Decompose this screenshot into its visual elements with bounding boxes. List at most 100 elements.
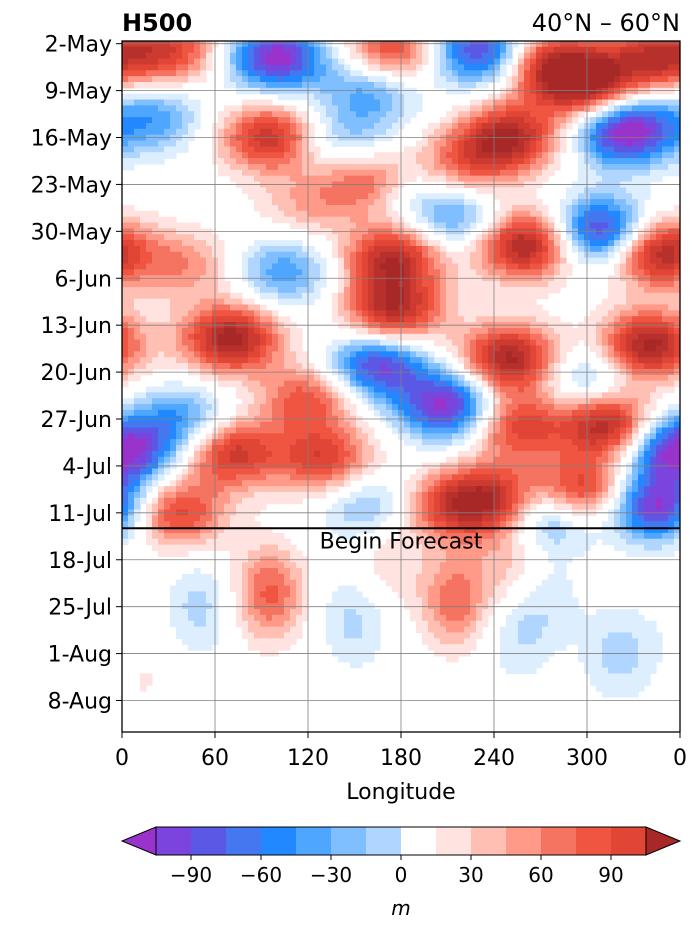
field-cell [458,310,465,317]
field-cell [632,245,639,253]
field-cell [170,257,177,265]
field-cell [374,281,381,288]
field-cell [578,99,585,107]
field-cell [290,292,297,300]
field-cell [362,93,369,101]
field-cell [530,374,537,382]
field-cell [476,158,483,165]
field-cell [140,117,147,124]
field-cell [422,46,429,54]
field-cell [416,158,423,165]
field-cell [368,222,375,229]
field-cell [602,193,609,200]
field-cell [266,357,273,364]
field-cell [506,240,513,247]
field-cell [632,204,639,212]
field-cell [458,70,465,77]
field-cell [446,175,453,183]
field-cell [662,52,669,60]
field-cell [356,222,363,229]
field-cell [374,152,381,159]
field-cell [434,158,441,165]
field-cell [254,333,261,341]
field-cell [572,409,579,417]
field-cell [452,339,459,347]
field-cell [524,222,531,229]
field-cell [512,134,519,142]
field-cell [314,286,321,294]
field-cell [668,81,675,89]
field-cell [374,245,381,253]
field-cell [422,327,429,335]
field-cell [392,263,399,270]
field-cell [500,64,507,71]
field-cell [134,281,141,288]
field-cell [650,351,657,358]
field-cell [356,234,363,241]
field-cell [488,105,495,112]
field-cell [488,304,495,311]
field-cell [272,386,279,393]
field-cell [596,333,603,341]
field-cell [572,392,579,399]
field-cell [140,327,147,335]
field-cell [374,163,381,171]
field-cell [482,269,489,276]
field-cell [512,281,519,288]
field-cell [194,70,201,77]
field-cell [236,409,243,417]
field-cell [404,404,411,411]
field-cell [416,316,423,323]
field-cell [668,316,675,323]
field-cell [374,251,381,259]
field-cell [224,111,231,118]
field-cell [224,76,231,83]
field-cell [182,46,189,54]
field-cell [554,41,561,48]
field-cell [422,234,429,241]
field-cell [602,210,609,218]
field-cell [386,333,393,341]
field-cell [482,310,489,317]
field-cell [428,175,435,183]
field-cell [494,128,501,136]
field-cell [620,327,627,335]
field-cell [668,281,675,288]
field-cell [164,386,171,393]
field-cell [284,199,291,206]
field-cell [242,128,249,136]
field-cell [296,210,303,218]
field-cell [206,52,213,60]
field-cell [182,52,189,60]
field-cell [476,163,483,171]
field-cell [548,339,555,347]
field-cell [416,99,423,107]
field-cell [272,64,279,71]
field-cell [236,345,243,352]
field-cell [308,292,315,300]
field-cell [632,146,639,153]
field-cell [248,99,255,107]
field-cell [500,404,507,411]
field-cell [506,339,513,347]
field-cell [152,117,159,124]
field-cell [650,105,657,112]
field-cell [290,187,297,194]
field-cell [296,404,303,411]
field-cell [122,333,129,341]
field-cell [608,333,615,341]
field-cell [230,363,237,370]
field-cell [452,286,459,294]
field-cell [608,316,615,323]
field-cell [626,310,633,317]
field-cell [482,128,489,136]
field-cell [488,316,495,323]
field-cell [536,392,543,399]
field-cell [638,41,645,48]
field-cell [428,333,435,341]
field-cell [218,298,225,306]
field-cell [644,263,651,270]
field-cell [614,240,621,247]
field-cell [662,81,669,89]
field-cell [248,333,255,341]
